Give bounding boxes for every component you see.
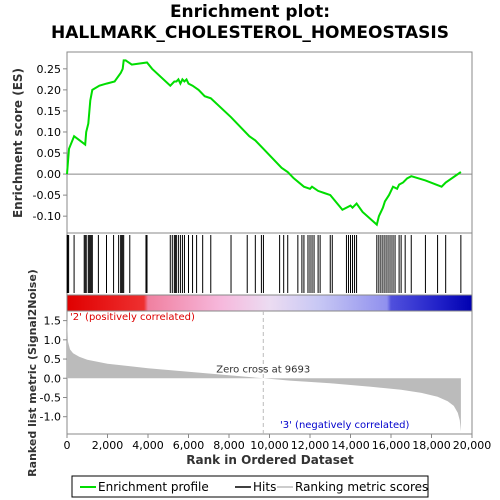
es-y-tick-label: 0.15 xyxy=(37,105,62,118)
ranking-y-tick-label: 1.0 xyxy=(44,334,62,347)
legend-item-ranking: Ranking metric scores xyxy=(277,480,428,494)
es-y-axis: -0.10 -0.05 0.00 0.05 0.10 0.15 0.20 0.25 xyxy=(33,63,67,223)
x-tick-label: 8,000 xyxy=(213,439,245,452)
legend-ranking-label: Ranking metric scores xyxy=(295,480,428,494)
legend-item-enrichment: Enrichment profile xyxy=(80,480,209,494)
hits-marks xyxy=(66,235,462,293)
ranking-axis-label: Ranked list metric (Signal2Noise) xyxy=(26,269,39,477)
positive-correlation-label: '2' (positively correlated) xyxy=(70,312,195,323)
x-tick-label: 4,000 xyxy=(132,439,164,452)
x-tick-label: 14,000 xyxy=(331,439,370,452)
es-y-tick-label: 0.25 xyxy=(37,63,62,76)
es-y-tick-label: 0.05 xyxy=(37,147,62,160)
chart-title-line2: HALLMARK_CHOLESTEROL_HOMEOSTASIS xyxy=(51,23,449,43)
es-axis-label: Enrichment score (ES) xyxy=(11,68,25,218)
legend-hits-label: Hits xyxy=(253,480,276,494)
hits-panel-frame xyxy=(66,232,473,296)
x-axis: 0 2,000 4,000 6,000 8,000 10,000 12,000 14,000 1… xyxy=(64,434,492,452)
x-axis-label: Rank in Ordered Dataset xyxy=(186,453,354,467)
ranking-y-axis: -1.0 -0.5 0.0 0.5 1.0 1.5 xyxy=(40,315,67,424)
x-tick-label: 10,000 xyxy=(250,439,289,452)
rank-color-bar xyxy=(66,294,473,312)
x-tick-label: 2,000 xyxy=(92,439,124,452)
es-y-tick-label: 0.00 xyxy=(37,168,62,181)
es-y-tick-label: 0.20 xyxy=(37,84,62,97)
chart-title-line1: Enrichment plot: xyxy=(170,2,330,22)
legend-item-hits: Hits xyxy=(235,480,276,494)
ranking-metric-area xyxy=(67,316,461,432)
es-y-tick-label: -0.05 xyxy=(33,189,61,202)
zero-cross-label: Zero cross at 9693 xyxy=(216,364,310,375)
es-panel-frame xyxy=(66,51,473,234)
enrichment-profile-line xyxy=(66,59,462,227)
es-y-tick-label: 0.10 xyxy=(37,126,62,139)
ranking-y-tick-label: 0.0 xyxy=(44,372,62,385)
es-y-tick-label: -0.10 xyxy=(33,210,61,223)
negative-correlation-label: '3' (negatively correlated) xyxy=(280,420,409,431)
x-tick-label: 6,000 xyxy=(173,439,205,452)
x-tick-label: 16,000 xyxy=(372,439,411,452)
x-tick-label: 12,000 xyxy=(291,439,330,452)
ranking-y-tick-label: -0.5 xyxy=(40,391,61,404)
ranking-y-tick-label: -1.0 xyxy=(40,411,61,424)
ranking-y-tick-label: 0.5 xyxy=(44,353,62,366)
x-tick-label: 18,000 xyxy=(412,439,451,452)
x-tick-label: 20,000 xyxy=(453,439,492,452)
legend-enrichment-label: Enrichment profile xyxy=(98,480,209,494)
x-tick-label: 0 xyxy=(64,439,71,452)
ranking-y-tick-label: 1.5 xyxy=(44,315,62,328)
